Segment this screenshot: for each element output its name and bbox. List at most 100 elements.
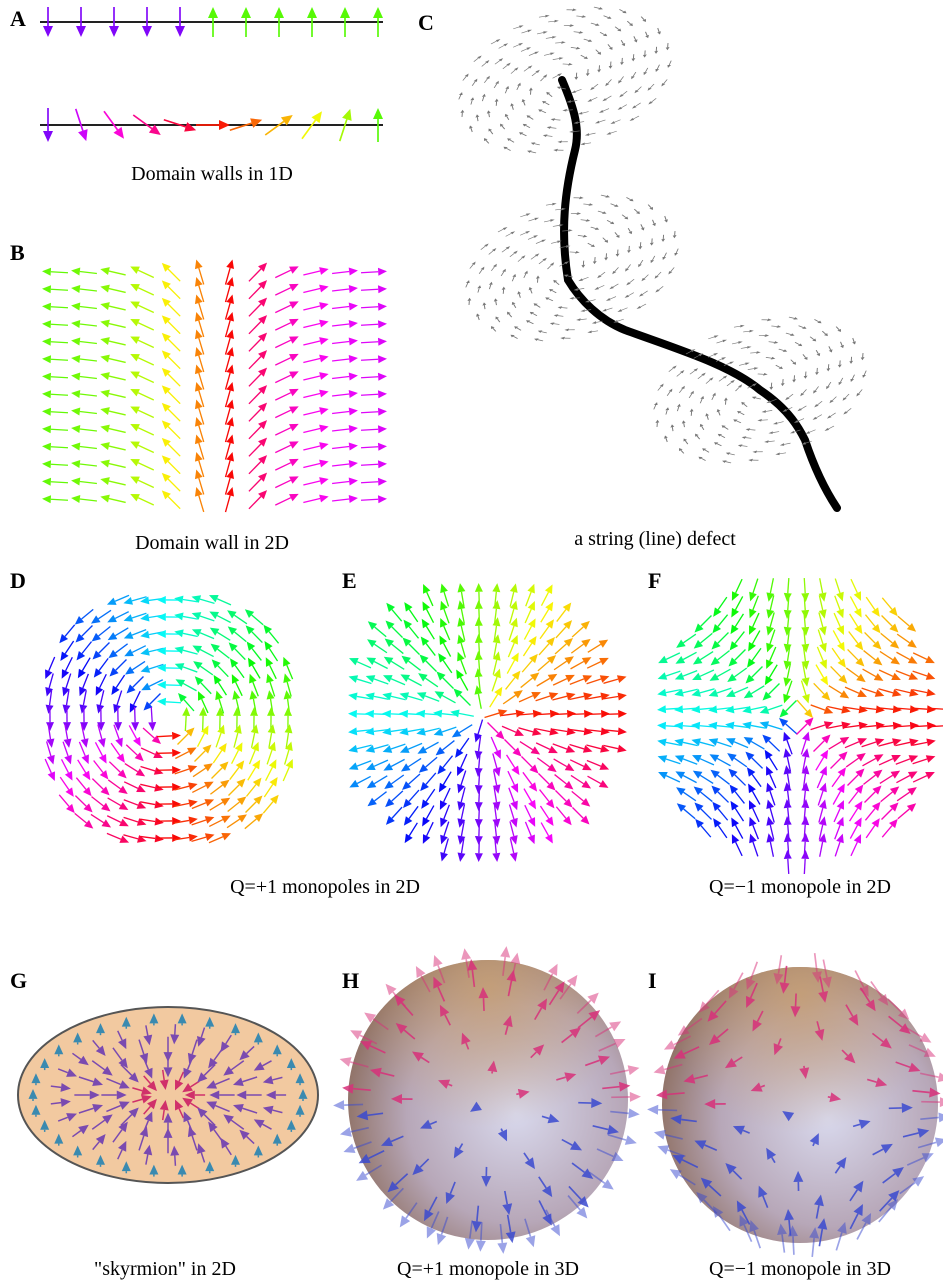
arrow <box>780 379 786 386</box>
arrow-shaft <box>648 204 651 208</box>
arrow-shaft <box>245 819 257 829</box>
arrow-head <box>740 324 745 328</box>
arrow-shaft <box>724 426 728 430</box>
arrow-shaft <box>138 358 154 365</box>
arrow-shaft <box>641 224 643 228</box>
arrow-head <box>492 819 500 828</box>
arrow-shaft <box>665 216 666 220</box>
arrow-head <box>349 675 359 683</box>
arrow-shaft <box>275 480 291 487</box>
arrow-shaft <box>683 652 696 659</box>
arrow <box>130 407 154 418</box>
arrow <box>488 128 494 136</box>
arrow <box>712 802 727 820</box>
arrow-head <box>342 1084 353 1094</box>
arrow-shaft <box>426 643 435 655</box>
arrow <box>655 420 661 427</box>
arrow <box>733 417 741 424</box>
arrow-shaft <box>622 91 628 95</box>
arrow <box>528 217 539 223</box>
arrow-shaft <box>444 592 448 607</box>
arrow <box>349 776 370 787</box>
arrow-head <box>113 704 121 714</box>
arrow-shaft <box>556 281 559 285</box>
arrow <box>694 433 700 440</box>
arrow-head <box>319 337 328 345</box>
arrow <box>797 718 814 735</box>
arrow-head <box>436 747 445 756</box>
arrow <box>275 424 298 435</box>
arrow-head <box>78 129 88 141</box>
arrow <box>540 619 554 638</box>
arrow-shaft <box>626 264 631 268</box>
arrow-shaft <box>249 426 261 438</box>
arrow-shaft <box>828 1097 831 1098</box>
arrow-shaft <box>639 260 644 264</box>
arrow-head <box>348 710 357 718</box>
arrow-head <box>433 955 442 967</box>
arrow-shaft <box>426 626 434 639</box>
arrow <box>124 800 146 809</box>
arrow-shaft <box>816 757 824 770</box>
arrow <box>361 338 387 346</box>
arrow-head <box>547 764 556 772</box>
arrow-head <box>253 778 262 787</box>
arrow-head <box>71 390 80 398</box>
arrow <box>275 371 298 382</box>
arrow <box>784 578 792 602</box>
arrow-shaft <box>80 272 97 274</box>
arrow-shaft <box>168 427 180 439</box>
arrow-head <box>382 710 391 718</box>
arrow-shaft <box>528 237 534 240</box>
arrow-head <box>475 634 483 643</box>
arrow-shaft <box>500 272 505 276</box>
arrow-shaft <box>848 775 859 786</box>
arrow <box>759 333 769 339</box>
arrow-head <box>752 450 757 454</box>
arrow <box>653 47 659 54</box>
arrow-head <box>824 333 828 337</box>
arrow-shaft <box>470 100 474 104</box>
arrow-shaft <box>80 394 97 396</box>
arrow-shaft <box>628 246 631 250</box>
arrow-head <box>172 817 181 825</box>
arrow-shaft <box>392 610 402 622</box>
arrow <box>636 304 647 310</box>
arrow-head <box>71 443 80 451</box>
arrow <box>249 280 267 299</box>
caption: Q=+1 monopoles in 2D <box>230 876 420 898</box>
arrow-shaft <box>249 356 261 368</box>
arrow-shaft <box>639 242 642 246</box>
arrow-shaft <box>636 87 642 91</box>
arrow <box>637 260 645 267</box>
arrow-shaft <box>831 666 842 677</box>
arrow-head <box>538 329 543 333</box>
arrow-shaft <box>361 464 378 465</box>
arrow-shaft <box>249 496 261 508</box>
arrow-head <box>42 495 51 503</box>
arrow-shaft <box>657 386 662 390</box>
arrow-shaft <box>111 743 120 755</box>
arrow-shaft <box>116 675 124 688</box>
arrow-shaft <box>374 662 387 669</box>
arrow-head <box>203 763 213 771</box>
arrow-head <box>492 600 500 609</box>
arrow <box>521 29 532 35</box>
arrow <box>464 280 471 287</box>
arrow-shaft <box>576 14 582 18</box>
arrow-head <box>319 285 328 293</box>
arrow-shaft <box>724 400 727 404</box>
arrow-shaft <box>249 339 261 351</box>
arrow-head <box>659 384 664 388</box>
arrow-shaft <box>552 714 567 715</box>
arrow-head <box>790 431 795 435</box>
arrow <box>303 390 328 398</box>
caption: Domain wall in 2D <box>135 532 289 554</box>
arrow-shaft <box>816 415 822 418</box>
panel-label: C <box>418 10 434 35</box>
arrow-shaft <box>234 733 238 748</box>
arrow-shaft <box>701 792 713 802</box>
arrow-shaft <box>525 822 531 836</box>
arrow <box>531 140 540 147</box>
arrow <box>913 772 935 782</box>
